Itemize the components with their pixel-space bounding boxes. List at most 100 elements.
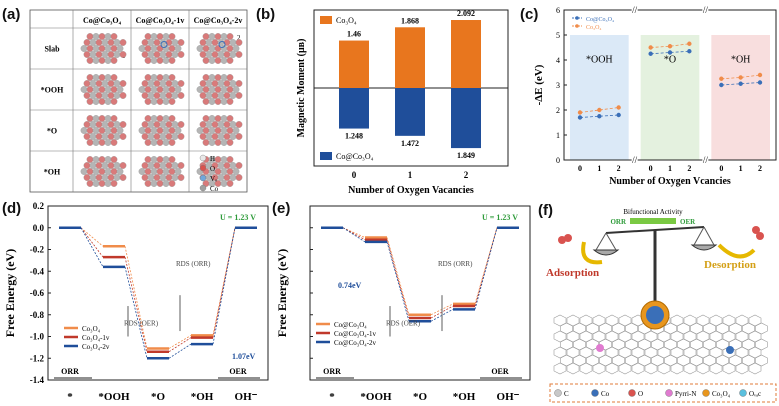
- cobalt-atom: [220, 180, 228, 187]
- oxygen-atom: [107, 162, 115, 169]
- oxygen-atom: [156, 86, 164, 93]
- oxygen-atom: [95, 80, 103, 87]
- cobalt-atom: [116, 127, 124, 134]
- cobalt-atom: [162, 127, 170, 134]
- hexagon-cell: [722, 362, 736, 375]
- cobalt-atom: [101, 174, 109, 181]
- structure-grid: Co@Co₃O₄ Co@Co₃O₄-1v Co@Co₃O₄-2vSlab*OOH*O…: [29, 9, 248, 193]
- oxygen-atom: [98, 180, 106, 187]
- cobalt-atom: [92, 156, 100, 163]
- connector-line: [430, 308, 454, 322]
- y-tick-label: -0.6: [30, 288, 45, 298]
- desorption-label: Desorption: [704, 259, 756, 271]
- y-tick-label: 6: [556, 6, 560, 15]
- cobalt-atom: [208, 86, 216, 93]
- oxygen-atom: [202, 33, 210, 40]
- slab-images: [80, 33, 243, 187]
- cobalt-atom: [162, 139, 170, 146]
- panel-c-label: (c): [520, 6, 539, 23]
- cobalt-atom: [80, 127, 88, 134]
- hexagon-cell: [566, 362, 580, 375]
- y-tick-label: 0: [556, 156, 560, 165]
- oxygen-atom: [141, 51, 149, 58]
- oxygen-atom: [223, 92, 231, 99]
- pan-string: [595, 232, 607, 251]
- right-pan: [690, 244, 718, 251]
- oxygen-atom: [165, 121, 173, 128]
- cobalt-atom: [101, 39, 109, 46]
- oxygen-atom: [141, 162, 149, 169]
- oxygen-atom: [153, 51, 161, 58]
- oxygen-atom: [153, 92, 161, 99]
- x-tick-label: *OOH: [360, 391, 392, 403]
- oxygen-atom: [119, 133, 127, 140]
- data-point: [597, 107, 602, 113]
- cobalt-atom: [113, 162, 121, 169]
- structure-grid-lines: [29, 9, 248, 193]
- cobalt-atom: [104, 127, 112, 134]
- cobalt-atom: [171, 92, 179, 99]
- cobalt-atom: [162, 33, 170, 40]
- slab-image: [196, 156, 243, 187]
- oxygen-atom: [110, 86, 118, 93]
- oxygen-atom: [83, 174, 91, 181]
- energy-gap-label: 0.74eV: [338, 281, 362, 290]
- oxygen-atom: [107, 39, 115, 46]
- cobalt-atom: [150, 57, 158, 64]
- oxygen-atom: [214, 57, 222, 64]
- data-point: [667, 50, 673, 55]
- cobalt-atom: [205, 80, 213, 87]
- y-tick-label: -1.0: [30, 332, 45, 342]
- oxygen-atom: [119, 39, 127, 46]
- cobalt-atom: [113, 133, 121, 140]
- y-tick-label: -0.8: [30, 310, 45, 320]
- oxygen-atom: [214, 86, 222, 93]
- oxygen-atom: [226, 86, 234, 93]
- cobalt-atom: [150, 98, 158, 105]
- oxygen-atom: [168, 127, 176, 134]
- slab-image: [138, 156, 185, 187]
- cobalt-atom: [220, 115, 228, 122]
- cobalt-atom: [171, 133, 179, 140]
- cobalt-atom: [159, 162, 167, 169]
- axis-break: //: [632, 5, 638, 15]
- oxygen-atom: [98, 45, 106, 52]
- oxygen-atom: [223, 80, 231, 87]
- cobalt-atom: [171, 174, 179, 181]
- oxygen-atom: [98, 156, 106, 163]
- cobalt-atom: [159, 121, 167, 128]
- adsorption-arrow: [581, 241, 603, 265]
- magnetic-moment-chart: 1.46 1.248 0 1.868 1.472 1 2.092 1.849 2 Co₃O₄ Co@…: [296, 9, 509, 196]
- slab-image: [138, 115, 185, 146]
- oxygen-atom: [110, 156, 118, 163]
- oxygen-atom: [211, 80, 219, 87]
- oxygen-atom: [156, 98, 164, 105]
- oxygen-atom: [83, 80, 91, 87]
- x-tick-label: 0: [578, 164, 582, 173]
- cobalt-atom: [159, 174, 167, 181]
- oxygen-atom: [119, 92, 127, 99]
- free-energy-chart-e: * *OOH *O *OH OH⁻ U = 1.23 V RDS (ORR) RDS (OER…: [275, 205, 531, 403]
- oxygen-atom: [199, 92, 207, 99]
- panel-f: (f) Bifunctional Activity ORR OER Adsorptio…: [534, 200, 779, 406]
- oxygen-atom: [86, 86, 94, 93]
- pan-string: [605, 232, 617, 251]
- oxygen-atom: [177, 92, 185, 99]
- cobalt-atom: [220, 74, 228, 81]
- oxygen-atom: [141, 39, 149, 46]
- cobalt-atom: [104, 33, 112, 40]
- cobalt-atom: [147, 121, 155, 128]
- cobalt-atom: [150, 168, 158, 175]
- oxygen-atom: [110, 45, 118, 52]
- oxygen-atom: [168, 98, 176, 105]
- row-label: *OH: [44, 168, 61, 177]
- oxygen-atom: [165, 174, 173, 181]
- bifunctional-bar: [630, 218, 676, 224]
- cobalt-atom: [174, 127, 182, 134]
- cobalt-atom: [171, 51, 179, 58]
- oxygen-atom: [199, 39, 207, 46]
- oxygen-atom: [165, 80, 173, 87]
- oxygen-atom: [98, 74, 106, 81]
- oxygen-atom: [211, 51, 219, 58]
- oxygen-atom: [156, 57, 164, 64]
